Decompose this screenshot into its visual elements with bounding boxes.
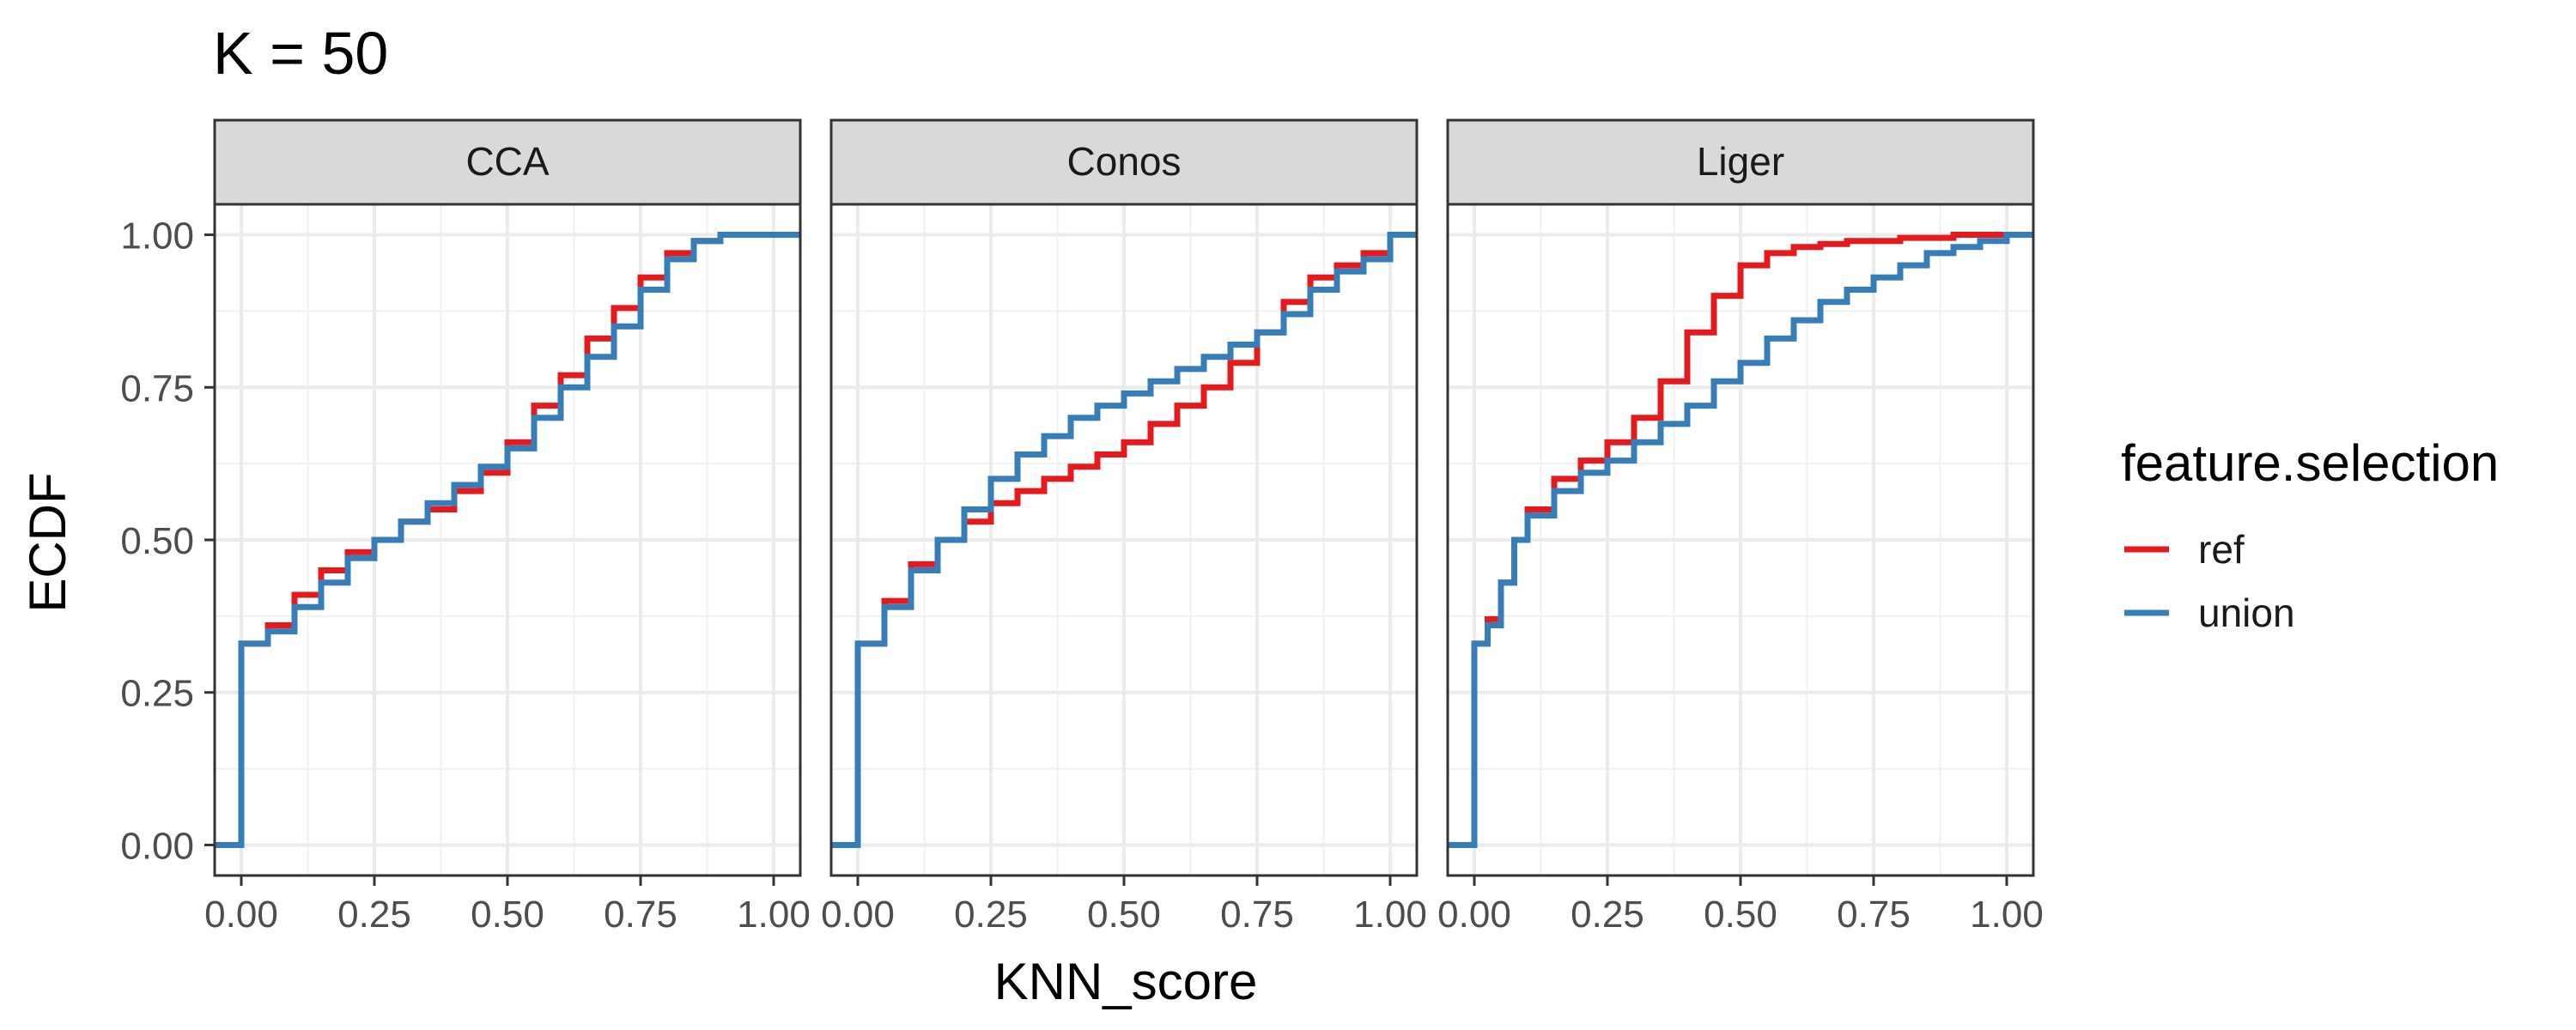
facet-strip-label: Conos (1067, 139, 1182, 184)
series-line-union (215, 232, 800, 848)
chart-title: K = 50 (213, 20, 388, 87)
y-axis-title: ECDF (19, 472, 76, 612)
facet-strip-label: Liger (1697, 139, 1784, 184)
y-tick-label: 1.00 (120, 215, 194, 258)
x-tick-label: 0.75 (1220, 894, 1294, 936)
legend-title: feature.selection (2121, 434, 2499, 492)
x-tick-label: 0.50 (1087, 894, 1161, 936)
x-tick-label: 0.00 (1437, 894, 1511, 936)
y-tick-label: 0.25 (120, 673, 194, 715)
x-tick-label: 0.25 (1571, 894, 1644, 936)
x-axis-title: KNN_score (994, 953, 1258, 1010)
facet-strip (213, 118, 802, 206)
x-tick-label: 1.00 (737, 894, 811, 936)
y-tick-label: 0.00 (120, 825, 194, 867)
x-tick-label: 0.00 (821, 894, 895, 936)
series-line-ref (215, 232, 800, 848)
x-tick-label: 1.00 (1970, 894, 2044, 936)
panel-liger: Liger 0.00 0.25 0.50 0.75 1.00 (1437, 118, 2044, 936)
series-line-union (1448, 232, 2033, 848)
legend-label-union: union (2198, 591, 2295, 635)
x-tick-label: 0.75 (604, 894, 677, 936)
panel-conos: Conos 0.00 0.25 0.50 0.75 1.00 (821, 118, 1427, 936)
legend: feature.selection ref union (2121, 434, 2499, 635)
facet-strip (829, 118, 1419, 206)
series-line-union (831, 232, 1417, 848)
panel-cca: CCA 0.00 0.25 0.50 0.75 1.00 0.00 0.25 0.50 0.75 1… (120, 118, 811, 936)
x-tick-label: 0.25 (954, 894, 1028, 936)
y-tick-label: 0.75 (120, 367, 194, 409)
y-tick-label: 0.50 (120, 520, 194, 562)
facet-strip (1446, 118, 2035, 206)
x-tick-label: 0.50 (471, 894, 544, 936)
x-tick-label: 0.50 (1704, 894, 1777, 936)
x-tick-label: 0.75 (1837, 894, 1911, 936)
x-tick-label: 1.00 (1353, 894, 1427, 936)
legend-label-ref: ref (2198, 527, 2245, 572)
facet-strip-label: CCA (465, 139, 549, 184)
x-tick-label: 0.00 (204, 894, 278, 936)
x-tick-label: 0.25 (337, 894, 411, 936)
